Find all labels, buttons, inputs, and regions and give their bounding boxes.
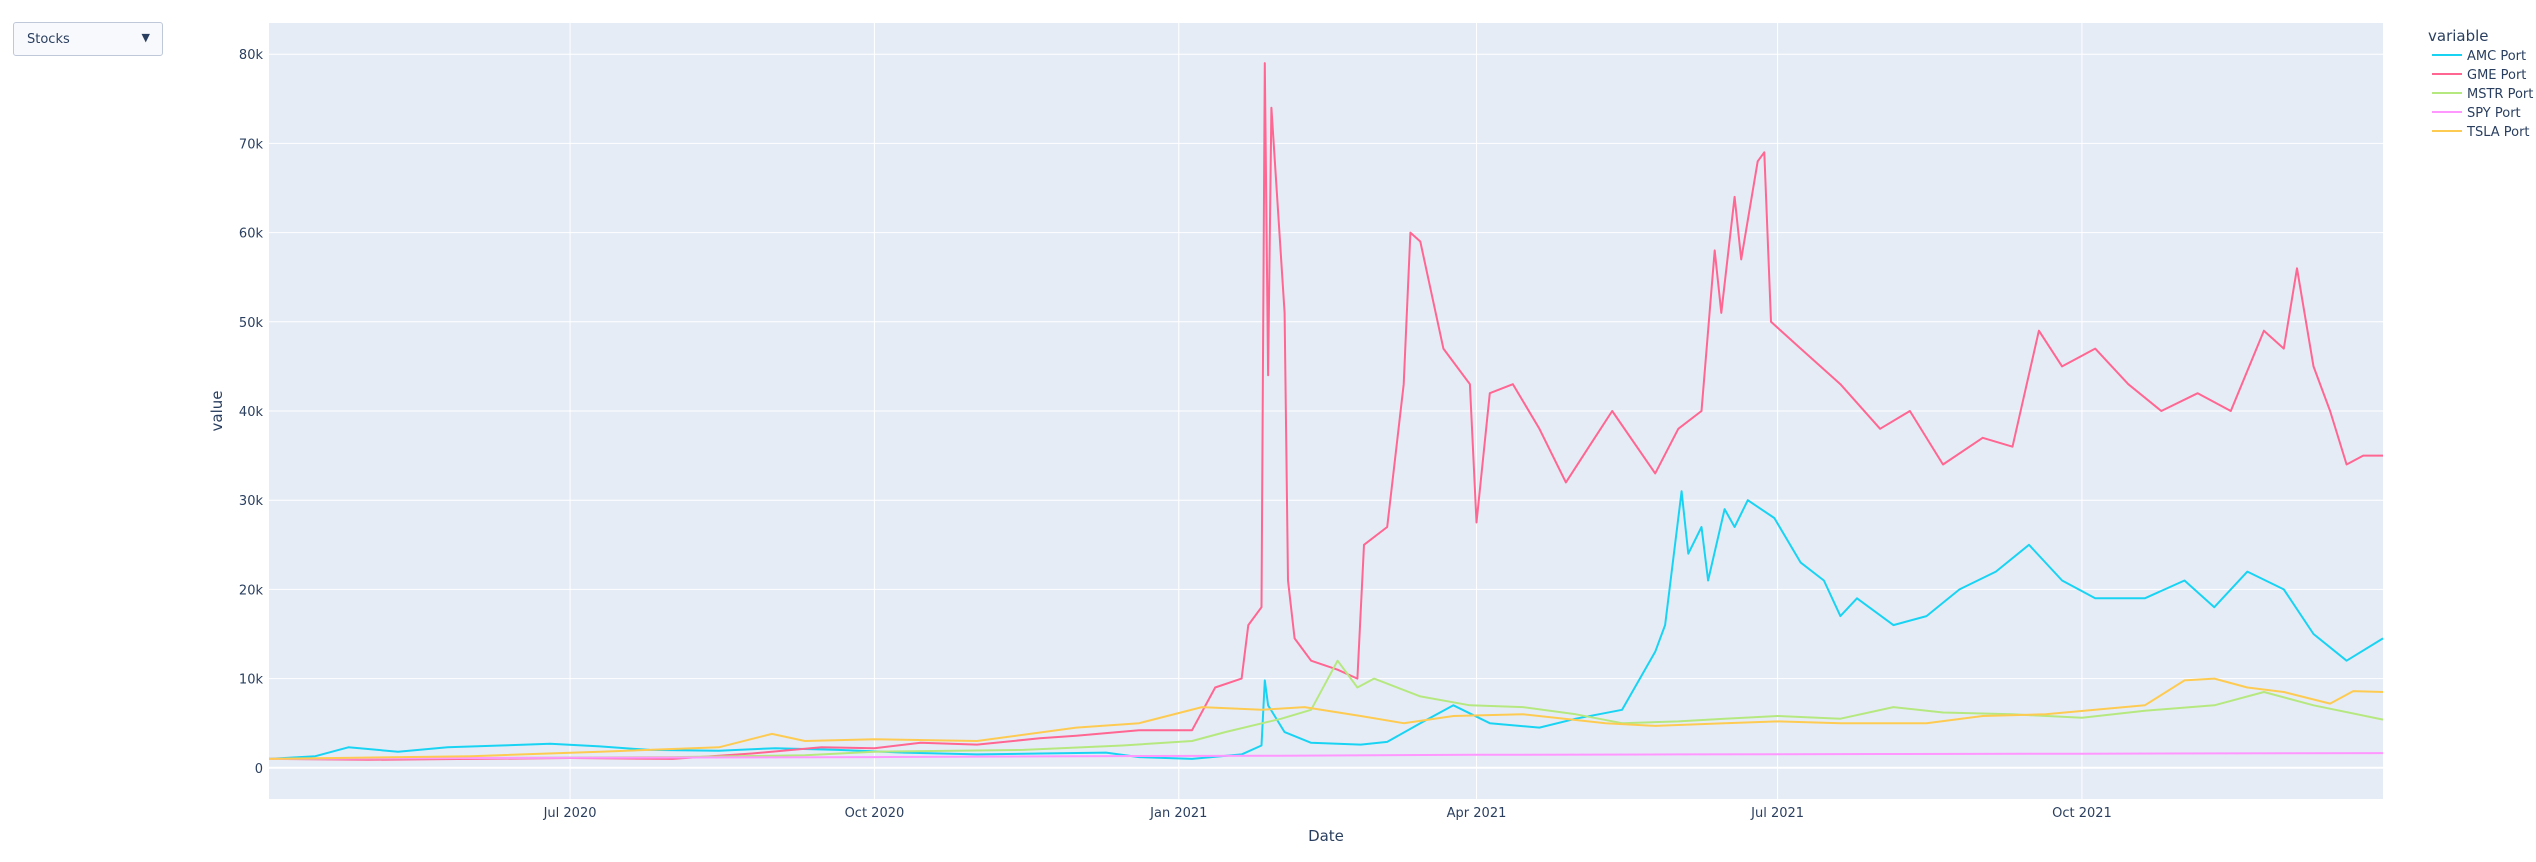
legend-item-amc[interactable]: AMC Port [2432,49,2526,64]
series-line-tsla [268,677,2384,760]
y-axis-title: value [208,391,226,432]
legend-label: SPY Port [2467,106,2521,121]
series-line-spy [268,752,2384,760]
grid-lines [269,23,2383,799]
series-line-amc [268,490,2384,760]
x-tick-label: Jul 2021 [1750,806,1804,821]
legend-item-gme[interactable]: GME Port [2432,68,2526,83]
y-tick-label: 20k [239,583,264,598]
y-tick-label: 0 [255,762,263,777]
legend-label: TSLA Port [2466,125,2530,140]
y-tick-label: 70k [239,137,264,152]
y-tick-label: 40k [239,405,264,420]
legend-item-tsla[interactable]: TSLA Port [2432,125,2530,140]
y-tick-label: 60k [239,227,264,242]
series-line-gme [268,62,2383,761]
legend[interactable]: variable AMC Port GME Port MSTR Port SPY Po… [2428,27,2533,140]
y-tick-label: 80k [239,48,264,63]
x-tick-label: Oct 2020 [845,806,905,821]
y-tick-label: 10k [239,673,264,688]
legend-label: AMC Port [2467,49,2526,64]
series-lines [268,62,2384,761]
legend-label: GME Port [2467,68,2526,83]
x-tick-label: Apr 2021 [1447,806,1507,821]
legend-item-mstr[interactable]: MSTR Port [2432,87,2533,102]
legend-label: MSTR Port [2467,87,2533,102]
series-line-mstr [268,659,2384,760]
x-tick-label: Oct 2021 [2052,806,2112,821]
y-axis-ticks: 0 10k 20k 30k 40k 50k 60k 70k 80k [239,48,264,777]
legend-title: variable [2428,27,2489,45]
dropdown-label: Stocks [27,32,70,47]
y-tick-label: 30k [239,494,264,509]
stocks-dropdown[interactable]: Stocks ▼ [13,22,163,56]
y-tick-label: 50k [239,316,264,331]
x-axis-ticks: Jul 2020 Oct 2020 Jan 2021 Apr 2021 Jul 2021… [543,806,2112,821]
x-axis-title: Date [1308,827,1344,845]
legend-item-spy[interactable]: SPY Port [2432,106,2521,121]
x-tick-label: Jan 2021 [1149,806,1207,821]
chevron-down-icon: ▼ [141,31,150,44]
x-tick-label: Jul 2020 [543,806,597,821]
